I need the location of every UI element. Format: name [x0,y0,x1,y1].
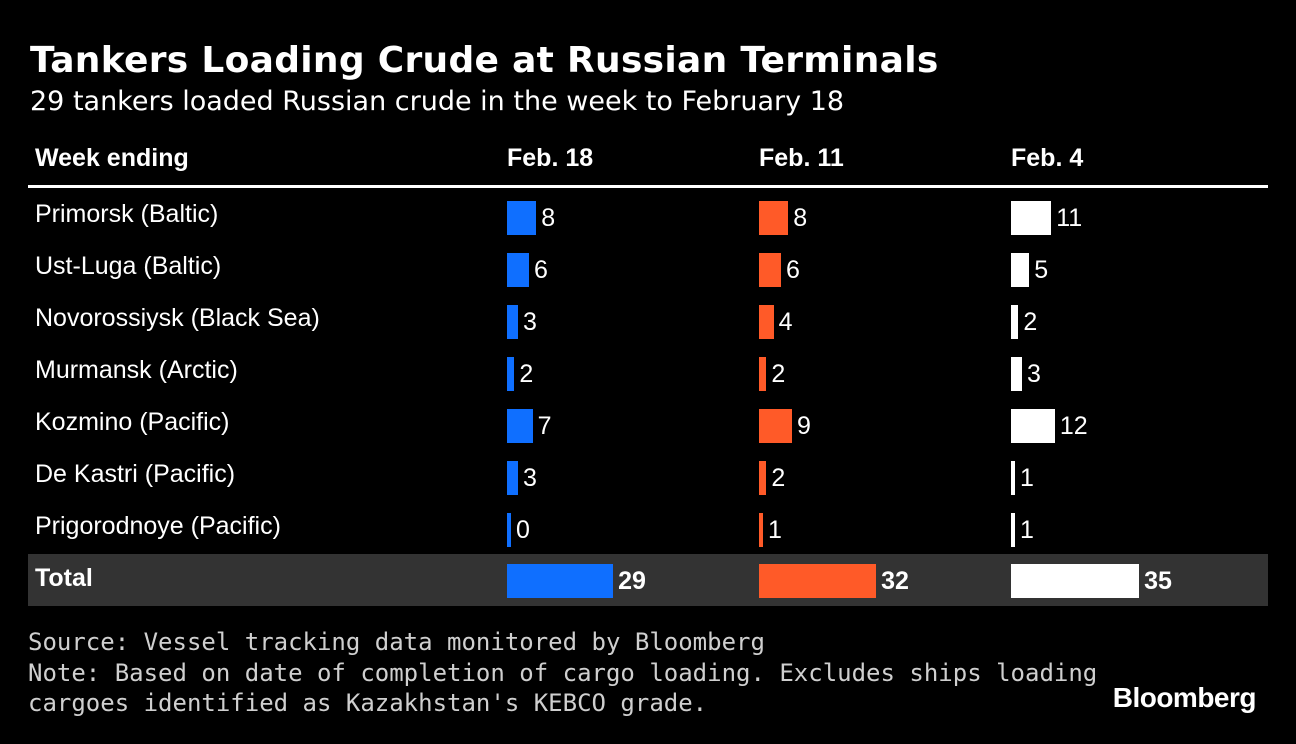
bar-value-label: 3 [522,308,537,336]
chart-title: Tankers Loading Crude at Russian Termina… [30,40,939,81]
row-label: Prigorodnoye (Pacific) [35,512,281,540]
table-row: De Kastri (Pacific) 3 2 1 [0,450,1296,502]
bar-value-label: 1 [1020,516,1034,544]
bar [507,201,537,235]
bar-value-label: 7 [537,412,552,440]
row-label: De Kastri (Pacific) [35,460,236,488]
total-label: Total [35,564,93,592]
bar-value-label: 5 [1034,256,1049,284]
header-col-feb-4: Feb. 4 [1011,144,1084,172]
header-col-feb-18: Feb. 18 [507,144,594,172]
bar-value-label: 2 [771,464,786,492]
bar-value-label: 6 [533,256,548,284]
bar-value-label: 0 [516,516,530,544]
note-line-2: cargoes identified as Kazakhstan's KEBCO… [28,689,708,717]
bar-value-label: 1 [1020,464,1034,492]
bar [1011,357,1022,391]
bar [507,513,511,547]
table-row: Kozmino (Pacific) 7 9 12 [0,398,1296,450]
row-label: Novorossiysk (Black Sea) [35,304,320,332]
bar [507,357,515,391]
bar-value-label: 3 [522,464,537,492]
table-header: Week ending Feb. 18 Feb. 11 Feb. 4 [0,140,1296,180]
bar-value-label: 4 [778,308,793,336]
bar [759,253,781,287]
total-bar [1011,564,1140,598]
bar-value-label: 8 [793,204,808,232]
table-row: Prigorodnoye (Pacific) 0 1 1 [0,502,1296,554]
total-value-label: 32 [881,567,909,595]
bar [507,253,529,287]
table-row: Novorossiysk (Black Sea) 3 4 2 [0,294,1296,346]
row-label: Kozmino (Pacific) [35,408,230,436]
row-label: Ust-Luga (Baltic) [35,252,222,280]
total-row: Total 29 32 35 [28,554,1268,606]
bar-value-label: 9 [796,412,811,440]
bar [759,357,767,391]
note-line-1: Note: Based on date of completion of car… [28,659,1098,687]
bar-value-label: 2 [1023,308,1038,336]
bar [1011,513,1015,547]
table-row: Murmansk (Arctic) 2 2 3 [0,346,1296,398]
bar [759,201,789,235]
total-value-label: 29 [618,567,646,595]
bar [507,461,518,495]
chart-subtitle: 29 tankers loaded Russian crude in the w… [30,86,845,117]
bar [1011,461,1015,495]
bar [507,305,518,339]
source-note: Source: Vessel tracking data monitored b… [28,628,765,656]
bar-value-label: 1 [768,516,782,544]
table-row: Ust-Luga (Baltic) 6 6 5 [0,242,1296,294]
header-week-ending: Week ending [35,144,189,172]
table-row: Primorsk (Baltic) 8 8 11 [0,190,1296,242]
bar [759,513,763,547]
bar-value-label: 2 [771,360,786,388]
bar [759,461,767,495]
total-value-label: 35 [1144,567,1172,595]
bar [1011,305,1019,339]
row-label: Murmansk (Arctic) [35,356,238,384]
total-bar [759,564,877,598]
bar-value-label: 11 [1056,204,1083,232]
bar [759,305,774,339]
row-label: Primorsk (Baltic) [35,200,219,228]
header-divider [28,185,1268,188]
bar-value-label: 12 [1059,412,1088,440]
bar-value-label: 3 [1026,360,1041,388]
bar [507,409,533,443]
bar-value-label: 8 [541,204,556,232]
bar [1011,409,1055,443]
bar [1011,253,1030,287]
bar-value-label: 6 [785,256,800,284]
bar [759,409,792,443]
header-col-feb-11: Feb. 11 [759,144,844,172]
bar [1011,201,1052,235]
bloomberg-logo: Bloomberg [1112,682,1257,713]
bar-value-label: 2 [519,360,534,388]
total-bar [507,564,614,598]
